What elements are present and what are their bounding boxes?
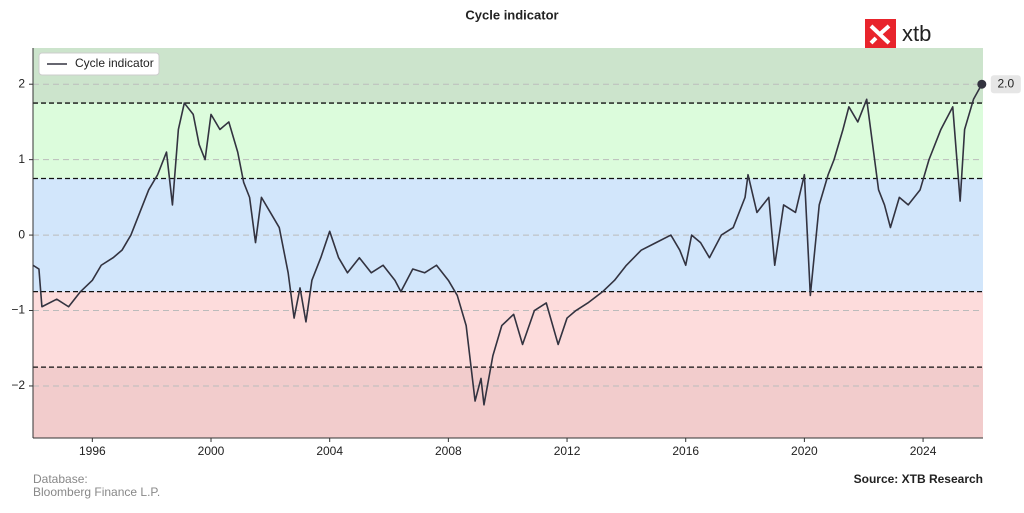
footer-note: Database: bbox=[33, 472, 88, 486]
end-label-box bbox=[990, 75, 1021, 94]
line bbox=[32, 83, 983, 406]
band bbox=[33, 291, 983, 368]
footer-note: Bloomberg Finance L.P. bbox=[33, 485, 160, 499]
x-tick-label: 2016 bbox=[672, 444, 699, 458]
x-tick-label: 2012 bbox=[554, 444, 581, 458]
x-tick-label: 2004 bbox=[316, 444, 343, 458]
band bbox=[33, 367, 983, 438]
x-tick-label: 2008 bbox=[435, 444, 462, 458]
end-label: 2.0 bbox=[997, 76, 1014, 90]
y-tick-label: 2 bbox=[18, 76, 25, 90]
x-tick-label: 2024 bbox=[910, 444, 937, 458]
source: Source: XTB Research bbox=[854, 472, 983, 486]
x-tick-label: 1996 bbox=[79, 444, 106, 458]
y-tick-label: −2 bbox=[11, 378, 25, 392]
band bbox=[33, 103, 983, 179]
x-tick-label: 2020 bbox=[791, 444, 818, 458]
legend-box bbox=[38, 52, 160, 76]
y-tick-label: 1 bbox=[18, 152, 25, 166]
chart-title: Cycle indicator bbox=[465, 7, 558, 22]
logo: xtb bbox=[865, 19, 931, 50]
end-marker bbox=[977, 79, 987, 89]
legend-label: Cycle indicator bbox=[75, 56, 154, 70]
band bbox=[33, 48, 983, 104]
logo-text: xtb bbox=[902, 21, 931, 46]
x-tick-label: 2000 bbox=[198, 444, 225, 458]
y-tick-label: 0 bbox=[18, 227, 25, 241]
y-tick-label: −1 bbox=[11, 303, 25, 317]
logo-mark bbox=[869, 24, 891, 45]
